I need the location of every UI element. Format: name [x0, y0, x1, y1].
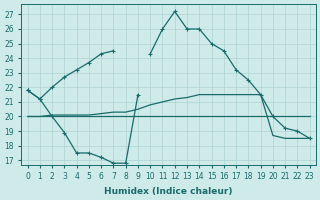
X-axis label: Humidex (Indice chaleur): Humidex (Indice chaleur): [104, 187, 233, 196]
